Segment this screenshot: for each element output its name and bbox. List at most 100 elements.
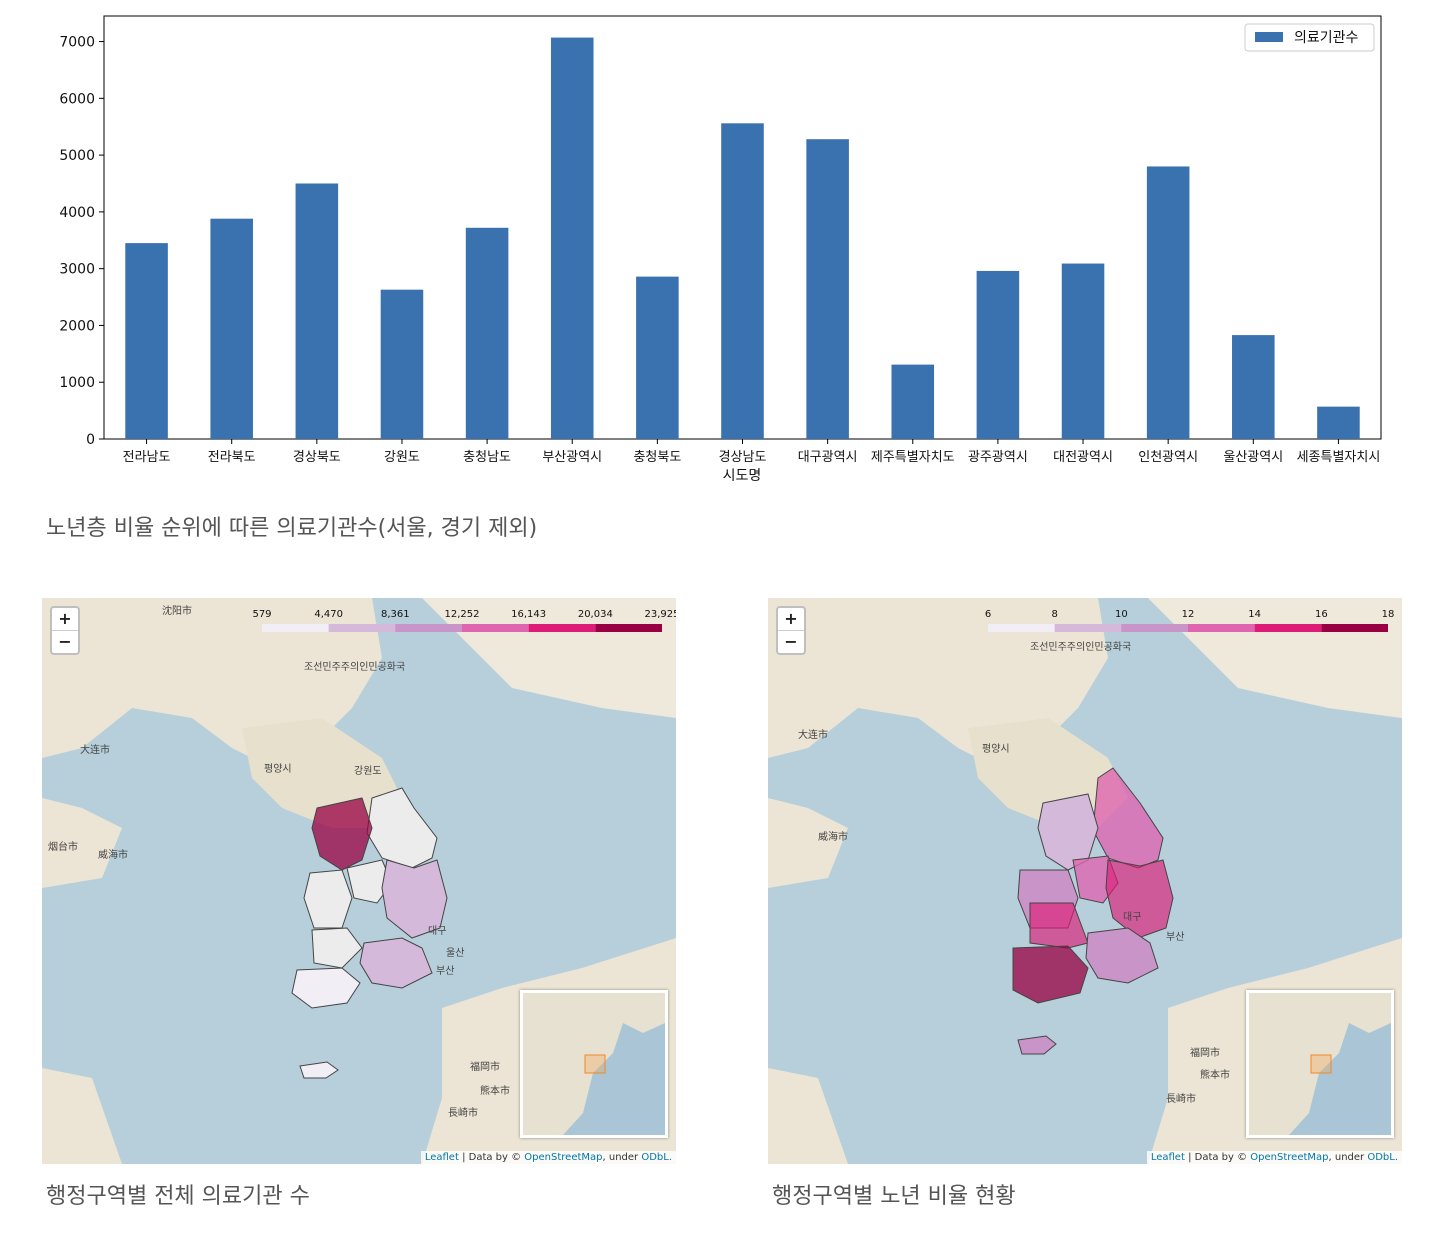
svg-text:熊本市: 熊本市	[1200, 1068, 1230, 1081]
bar	[976, 270, 1020, 439]
svg-text:조선민주주의인민공화국: 조선민주주의인민공화국	[304, 661, 405, 673]
x-tick-label: 대전광역시	[1053, 450, 1113, 465]
legend-tick-label: 12	[1182, 609, 1195, 620]
left-map-caption: 행정구역별 전체 의료기관 수	[46, 1184, 310, 1209]
minimap-viewport[interactable]	[1310, 1054, 1332, 1074]
y-tick-label: 5000	[59, 148, 95, 164]
legend-tick-label: 6	[985, 609, 991, 620]
legend-tick-label: 8	[1051, 609, 1057, 620]
legend-color-step	[988, 624, 1055, 632]
place-labels: 조선민주주의인민공화국 평양시 大连市 威海市 대구 부산 福岡市 熊本市 長崎…	[798, 641, 1230, 1105]
x-tick-label: 충청남도	[463, 450, 511, 465]
elderly-ratio-map[interactable]: 조선민주주의인민공화국 평양시 大连市 威海市 대구 부산 福岡市 熊本市 長崎…	[768, 598, 1402, 1164]
legend-swatch	[1255, 32, 1283, 42]
medical-count-map[interactable]: 沈阳市 조선민주주의인민공화국 평양시 강원도 大连市 烟台市 威海市 대구 울…	[42, 598, 676, 1164]
zoom-out-button[interactable]: −	[784, 632, 798, 651]
y-tick-label: 6000	[59, 91, 95, 107]
legend-tick-label: 8,361	[381, 609, 410, 620]
svg-text:평양시: 평양시	[264, 763, 292, 775]
x-axis: 전라남도 전라북도 경상북도 강원도 충청남도 부산광역시 충청북도 경상남도 대구광역시 제주특…	[123, 439, 1381, 465]
svg-text:울산: 울산	[446, 947, 464, 959]
bar	[891, 364, 935, 439]
bar	[465, 227, 509, 439]
svg-text:威海市: 威海市	[818, 830, 848, 843]
svg-text:大连市: 大连市	[798, 728, 828, 741]
osm-link[interactable]: OpenStreetMap	[1250, 1152, 1329, 1163]
svg-text:烟台市: 烟台市	[48, 840, 78, 853]
minimap-viewport[interactable]	[584, 1054, 606, 1074]
y-tick-label: 0	[86, 432, 95, 448]
bar-chart: 0 1000 2000 3000 4000 5000 6000 7000 전라남도 전라북도 경상…	[59, 15, 1382, 484]
bar	[1232, 335, 1275, 439]
bar	[550, 37, 594, 440]
bars	[125, 37, 1360, 440]
x-tick-label: 대구광역시	[798, 450, 858, 465]
region-chungnam	[303, 869, 353, 929]
svg-text:대구: 대구	[428, 925, 446, 937]
y-tick-label: 1000	[59, 375, 95, 391]
region-gangwon	[1092, 767, 1164, 869]
legend-color-step	[262, 624, 329, 632]
y-tick-label: 3000	[59, 262, 95, 278]
legend-tick-label: 4,470	[314, 609, 343, 620]
bar	[210, 218, 253, 439]
legend-tick-label: 20,034	[578, 609, 613, 620]
legend-color-step	[1188, 624, 1255, 632]
leaflet-link[interactable]: Leaflet	[1150, 1152, 1185, 1163]
region-gyeongbuk	[1105, 859, 1174, 939]
legend-color-step	[395, 624, 462, 632]
svg-text:부산: 부산	[436, 965, 454, 977]
x-tick-label: 충청북도	[633, 450, 681, 465]
legend-tick-label: 23,925	[645, 609, 677, 620]
zoom-control: + −	[776, 606, 806, 655]
bar-chart-caption: 노년층 비율 순위에 따른 의료기관수(서울, 경기 제외)	[46, 516, 538, 541]
odbl-link[interactable]: ODbL.	[641, 1152, 672, 1163]
osm-link[interactable]: OpenStreetMap	[524, 1152, 603, 1163]
odbl-link[interactable]: ODbL.	[1367, 1152, 1398, 1163]
zoom-in-button[interactable]: +	[52, 608, 78, 631]
bar	[125, 243, 168, 439]
bar	[721, 123, 764, 440]
zoom-control: + −	[50, 606, 80, 655]
y-axis: 0 1000 2000 3000 4000 5000 6000 7000	[59, 35, 104, 448]
zoom-out-button[interactable]: −	[58, 632, 72, 651]
svg-text:長崎市: 長崎市	[1166, 1092, 1196, 1105]
x-tick-label: 광주광역시	[968, 450, 1028, 465]
y-tick-label: 2000	[59, 318, 95, 334]
region-jeonbuk	[311, 927, 363, 969]
bar	[295, 183, 339, 439]
x-tick-label: 제주특별자치도	[871, 450, 955, 465]
svg-text:평양시: 평양시	[982, 743, 1010, 755]
svg-text:福岡市: 福岡市	[1190, 1046, 1220, 1059]
legend-color-step	[595, 624, 662, 632]
x-tick-label: 세종특별자치시	[1297, 450, 1381, 465]
x-tick-label: 경상남도	[719, 450, 767, 465]
svg-text:대구: 대구	[1123, 911, 1141, 923]
svg-text:威海市: 威海市	[98, 848, 128, 861]
leaflet-link[interactable]: Leaflet	[424, 1152, 459, 1163]
legend-color-step	[328, 624, 396, 632]
zoom-in-button[interactable]: +	[778, 608, 804, 631]
minimap[interactable]	[520, 990, 668, 1138]
legend-color-step	[1121, 624, 1188, 632]
bar	[1317, 406, 1360, 439]
legend-tick-label: 14	[1248, 609, 1261, 620]
region-jeonnam	[291, 967, 361, 1009]
legend: 의료기관수	[1244, 23, 1375, 52]
minimap[interactable]	[1246, 990, 1394, 1138]
svg-text:조선민주주의인민공화국: 조선민주주의인민공화국	[1030, 641, 1131, 653]
region-gyeongnam	[1085, 927, 1159, 984]
legend-color-step	[1254, 624, 1322, 632]
right-map-caption: 행정구역별 노년 비율 현황	[772, 1184, 1016, 1209]
region-jeju	[299, 1061, 339, 1079]
attribution: Leaflet | Data by © OpenStreetMap, under…	[420, 1151, 676, 1164]
korea-regions[interactable]	[1012, 767, 1174, 1055]
svg-text:長崎市: 長崎市	[448, 1106, 478, 1119]
korea-regions[interactable]	[291, 787, 448, 1079]
legend-color-step	[1054, 624, 1122, 632]
attribution: Leaflet | Data by © OpenStreetMap, under…	[1146, 1151, 1402, 1164]
y-tick-label: 7000	[59, 35, 95, 51]
svg-text:沈阳市: 沈阳市	[162, 604, 192, 617]
bar	[1146, 166, 1190, 440]
legend-tick-label: 12,252	[445, 609, 480, 620]
